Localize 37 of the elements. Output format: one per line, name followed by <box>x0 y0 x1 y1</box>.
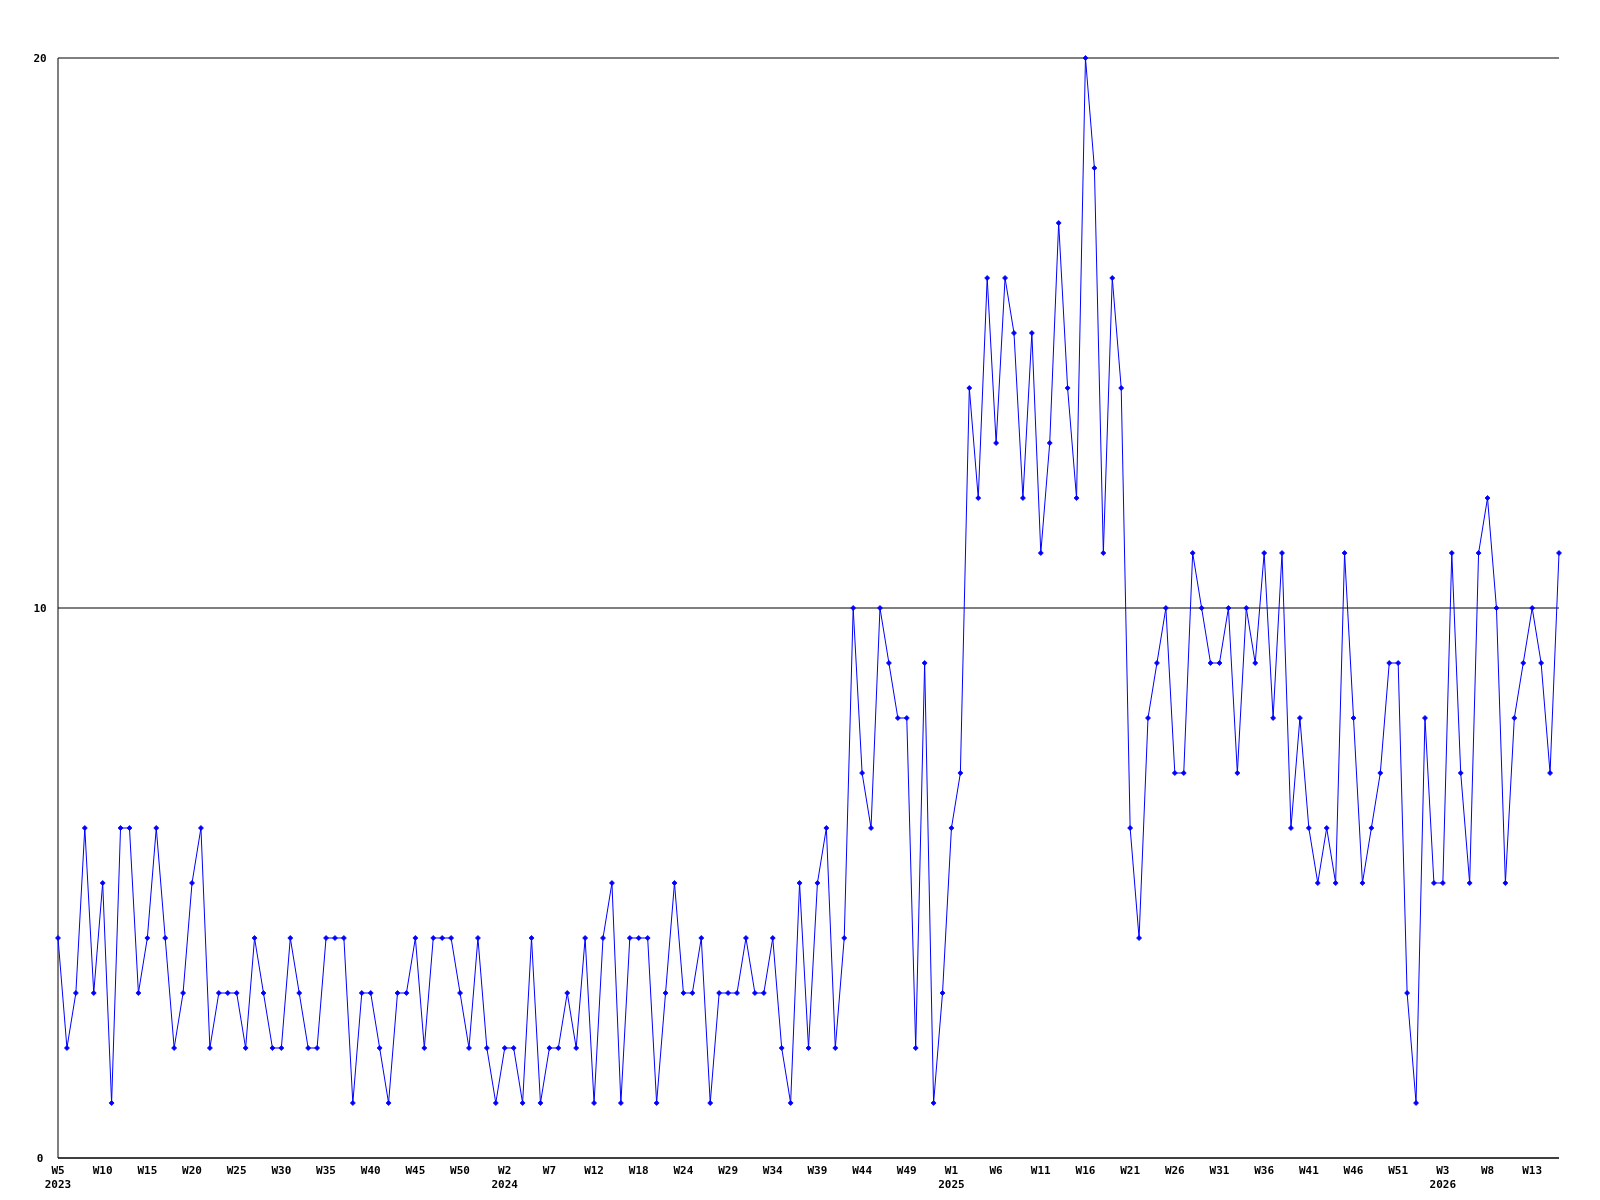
x-tick-label: W13 <box>1522 1164 1543 1177</box>
x-tick-label: W3 2026 <box>1429 1164 1457 1191</box>
x-tick-label: W49 <box>896 1164 917 1177</box>
x-tick-label: W2 2024 <box>491 1164 519 1191</box>
x-tick-label: W11 <box>1030 1164 1052 1177</box>
x-tick-label: W31 <box>1209 1164 1230 1177</box>
x-tick-label: W30 <box>271 1164 292 1177</box>
x-tick-label: W36 <box>1254 1164 1275 1177</box>
x-tick-label: W41 <box>1298 1164 1320 1177</box>
x-tick-label: W20 <box>182 1164 202 1177</box>
x-tick-label: W24 <box>673 1164 694 1177</box>
x-tick-label: W16 <box>1075 1164 1096 1177</box>
x-tick-label: W44 <box>852 1164 873 1177</box>
x-tick-label: W21 <box>1120 1164 1141 1177</box>
x-tick-label: W26 <box>1164 1164 1186 1177</box>
x-tick-label: W51 <box>1388 1164 1409 1177</box>
x-tick-label: W35 <box>316 1164 336 1177</box>
x-tick-label: W50 <box>450 1164 470 1177</box>
x-tick-label: W40 <box>360 1164 381 1177</box>
x-tick-label: W6 <box>989 1164 1004 1177</box>
y-tick-label: 20 <box>33 51 47 65</box>
x-tick-label: W5 2023 <box>44 1164 72 1191</box>
x-tick-label: W7 <box>542 1164 557 1177</box>
x-tick-label: W45 <box>405 1164 426 1177</box>
x-tick-label: W34 <box>762 1164 784 1177</box>
x-tick-label: W12 <box>584 1164 605 1177</box>
x-tick-label: W15 <box>137 1164 158 1177</box>
x-tick-label: W1 2025 <box>938 1164 965 1191</box>
y-tick-label: 0 <box>36 1151 44 1165</box>
x-tick-label: W18 <box>628 1164 649 1177</box>
x-tick-label: W46 <box>1343 1164 1364 1177</box>
x-tick-label: W39 <box>807 1164 828 1177</box>
x-tick-label: W29 <box>718 1164 739 1177</box>
x-tick-label: W8 <box>1480 1164 1495 1177</box>
x-tick-label: W25 <box>226 1164 247 1177</box>
x-tick-label: W10 <box>92 1164 113 1177</box>
y-tick-label: 10 <box>33 601 47 615</box>
